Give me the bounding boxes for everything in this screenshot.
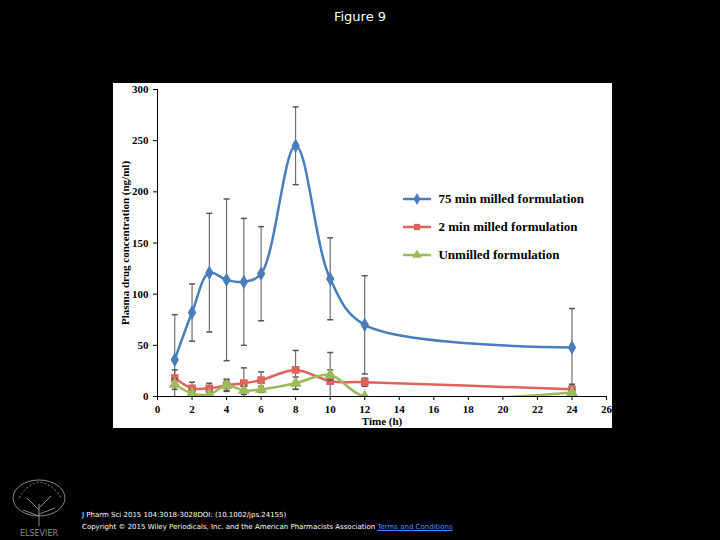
- html-text:Figure 9: Figure 9: [333, 9, 386, 24]
- svg-text:14: 14: [394, 403, 406, 415]
- html-text:J Pharm Sci 2015 104:3018-3028: J Pharm Sci 2015 104:3018-3028DOI: (10.1…: [82, 511, 287, 519]
- svg-text:24: 24: [566, 403, 578, 415]
- svg-text:2: 2: [189, 403, 195, 415]
- svg-text:150: 150: [132, 237, 149, 249]
- svg-text:16: 16: [428, 403, 440, 415]
- svg-text:4: 4: [224, 403, 230, 415]
- svg-text:22: 22: [532, 403, 544, 415]
- svg-text:6: 6: [258, 403, 264, 415]
- svg-text:Plasma drug concentration (ng/: Plasma drug concentration (ng/ml): [119, 161, 132, 325]
- svg-text:10: 10: [325, 403, 337, 415]
- svg-text:8: 8: [293, 403, 299, 415]
- svg-text:ELSEVIER: ELSEVIER: [20, 529, 59, 538]
- svg-text:200: 200: [132, 185, 149, 197]
- svg-text:18: 18: [463, 403, 475, 415]
- svg-text:20: 20: [497, 403, 509, 415]
- svg-text:0: 0: [155, 403, 161, 415]
- svg-text:12: 12: [359, 403, 371, 415]
- svg-text:250: 250: [132, 134, 149, 146]
- svg-text:0: 0: [143, 390, 149, 402]
- html-text:75 min milled formulation: 75 min milled formulation: [438, 191, 584, 206]
- svg-text:26: 26: [601, 403, 612, 415]
- svg-text:50: 50: [138, 339, 150, 351]
- html-text:Copyright © 2015 Wiley Periodi: Copyright © 2015 Wiley Periodicals, Inc.…: [82, 523, 453, 531]
- html-text:Unmilled formulation: Unmilled formulation: [438, 247, 560, 262]
- svg-text:300: 300: [132, 83, 149, 95]
- svg-text:100: 100: [132, 288, 149, 300]
- html-text:2 min milled formulation: 2 min milled formulation: [438, 219, 578, 234]
- svg-text:Time (h): Time (h): [362, 415, 403, 428]
